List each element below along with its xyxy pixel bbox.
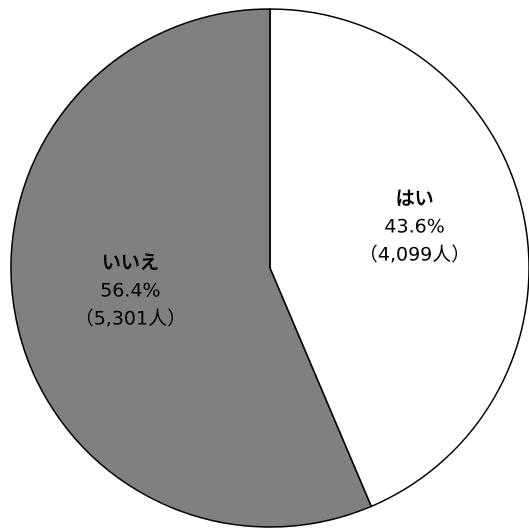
slice-percent-label-1: 43.6% [384,216,444,238]
pie-slice-1 [269,8,529,508]
slice-count-label-1: （4,099人） [359,244,470,266]
slice-percent-label-2: 56.4% [100,279,160,301]
slice-name-label-1: はい [396,188,434,210]
pie-slice-2 [10,8,373,528]
labels-layer: はい 43.6% （4,099人） いいえ 56.4% （5,301人） [75,188,471,330]
divider-layer [269,9,372,507]
slices-layer [10,8,529,528]
slice-name-label-2: いいえ [102,251,159,273]
slice-count-label-2: （5,301人） [75,307,186,329]
slice-divider-2 [269,267,372,507]
